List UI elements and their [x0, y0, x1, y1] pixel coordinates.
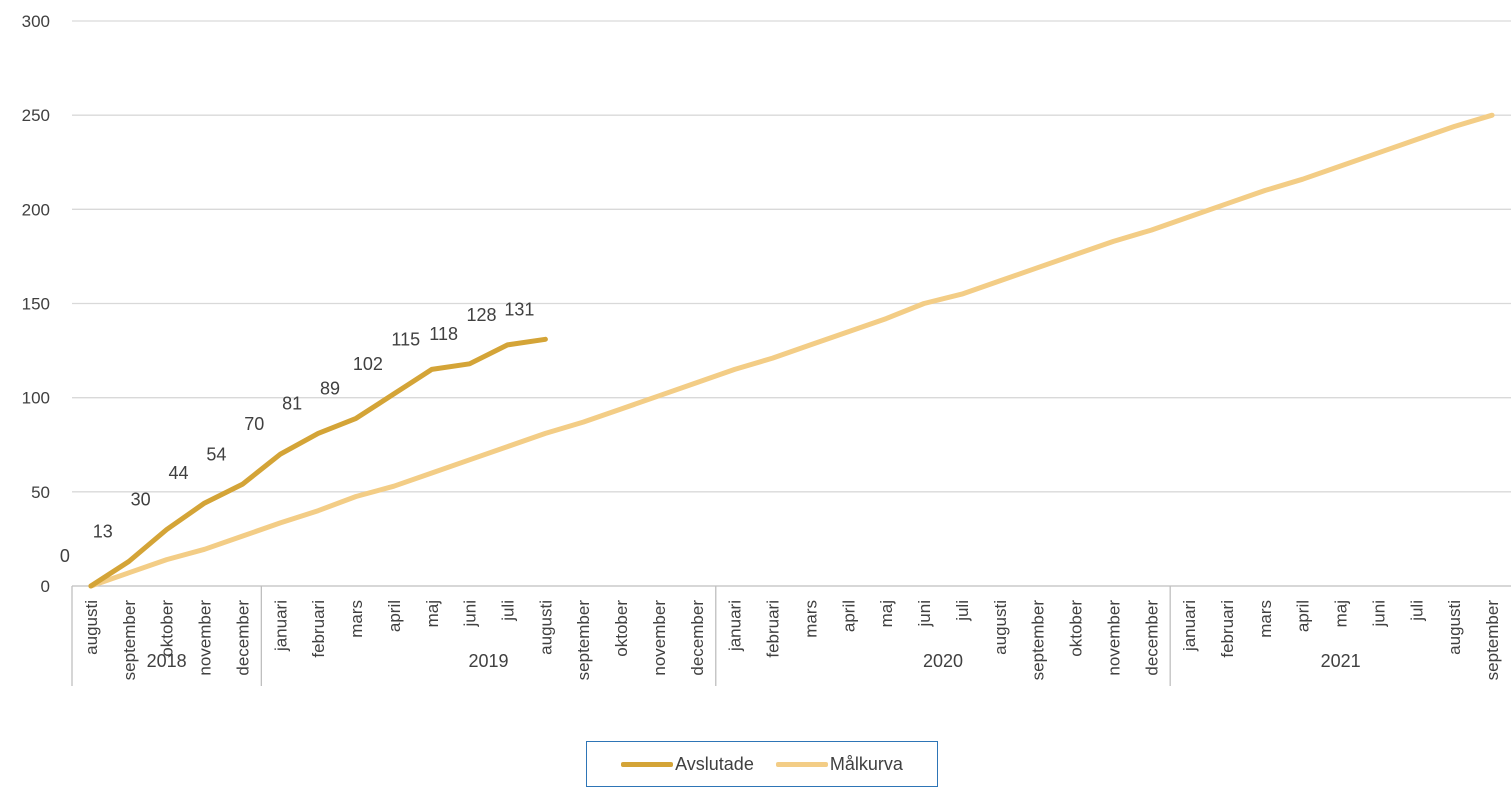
month-tick-label: november [650, 600, 669, 676]
legend-label-avslutade: Avslutade [675, 753, 754, 774]
month-tick-label: februari [1218, 600, 1237, 658]
y-tick-label: 50 [31, 483, 50, 502]
legend-label-malkurva: Målkurva [829, 753, 903, 774]
y-axis-ticks: 0 50 100 150 200 250 300 [22, 12, 50, 596]
month-tick-label: februari [309, 600, 328, 658]
month-tick-label: augusti [991, 600, 1010, 655]
month-tick-label: oktober [158, 600, 177, 657]
month-tick-label: augusti [82, 600, 101, 655]
month-tick-label: mars [1256, 600, 1275, 638]
month-tick-label: april [839, 600, 858, 632]
gridlines [72, 20, 1511, 493]
y-tick-label: 250 [22, 106, 50, 125]
data-label: 102 [353, 354, 383, 374]
data-label: 54 [206, 444, 226, 464]
data-label: 70 [244, 414, 264, 434]
legend-swatch-avslutade [621, 761, 674, 767]
series-line-avslutade [88, 336, 548, 589]
month-tick-label: januari [271, 600, 290, 652]
data-label: 44 [169, 463, 189, 483]
legend-swatch-malkurva [775, 761, 828, 767]
month-tick-label: maj [1332, 600, 1351, 627]
month-tick-label: juli [953, 600, 972, 622]
series-lines [88, 112, 1495, 589]
month-tick-label: februari [764, 600, 783, 658]
y-tick-label: 100 [22, 389, 50, 408]
legend: Avslutade Målkurva [586, 741, 938, 787]
month-tick-label: maj [877, 600, 896, 627]
month-tick-label: juli [1407, 600, 1426, 622]
month-tick-label: juni [915, 600, 934, 627]
legend-item-avslutade: Avslutade [621, 754, 754, 775]
data-label: 128 [466, 305, 496, 325]
month-tick-label: maj [423, 600, 442, 627]
y-tick-label: 150 [22, 295, 50, 314]
legend-item-malkurva: Målkurva [775, 753, 903, 775]
year-label: 2019 [469, 651, 509, 671]
data-label: 30 [131, 490, 151, 510]
month-tick-label: november [1104, 600, 1123, 676]
data-label: 0 [60, 546, 70, 566]
data-label: 115 [391, 329, 420, 349]
month-tick-label: april [385, 600, 404, 632]
y-tick-label: 200 [22, 200, 50, 219]
month-tick-label: juni [1369, 600, 1388, 627]
month-tick-label: oktober [612, 600, 631, 657]
series-line-malkurva [88, 112, 1495, 589]
year-label: 2021 [1321, 651, 1361, 671]
month-tick-label: mars [347, 600, 366, 638]
month-tick-label: september [574, 600, 593, 681]
month-tick-label: mars [801, 600, 820, 638]
data-label: 89 [320, 378, 340, 398]
month-tick-label: september [120, 600, 139, 681]
x-axis: augusti september oktober november december j… [71, 585, 1511, 686]
data-label: 131 [504, 299, 534, 319]
year-label: 2018 [147, 651, 187, 671]
month-tick-label: juli [498, 600, 517, 622]
month-tick-label: april [1294, 600, 1313, 632]
month-tick-label: december [1142, 600, 1161, 676]
month-tick-label: augusti [1445, 600, 1464, 655]
data-labels: 0 13 30 44 54 70 81 89 102 115 118 128 131 [60, 299, 534, 566]
year-label: 2020 [923, 651, 963, 671]
y-tick-label: 0 [41, 577, 50, 596]
data-label: 13 [93, 522, 113, 542]
month-tick-label: december [688, 600, 707, 676]
data-label: 81 [282, 393, 302, 413]
month-tick-label: juni [461, 600, 480, 627]
month-tick-label: augusti [536, 600, 555, 655]
month-tick-label: oktober [1067, 600, 1086, 657]
data-label: 118 [429, 324, 458, 344]
month-tick-label: november [196, 600, 215, 676]
month-tick-label: januari [726, 600, 745, 652]
month-tick-label: september [1029, 600, 1048, 681]
month-tick-label: december [233, 600, 252, 676]
y-tick-label: 300 [22, 12, 50, 31]
month-tick-label: januari [1180, 600, 1199, 652]
month-tick-label: september [1483, 600, 1502, 681]
